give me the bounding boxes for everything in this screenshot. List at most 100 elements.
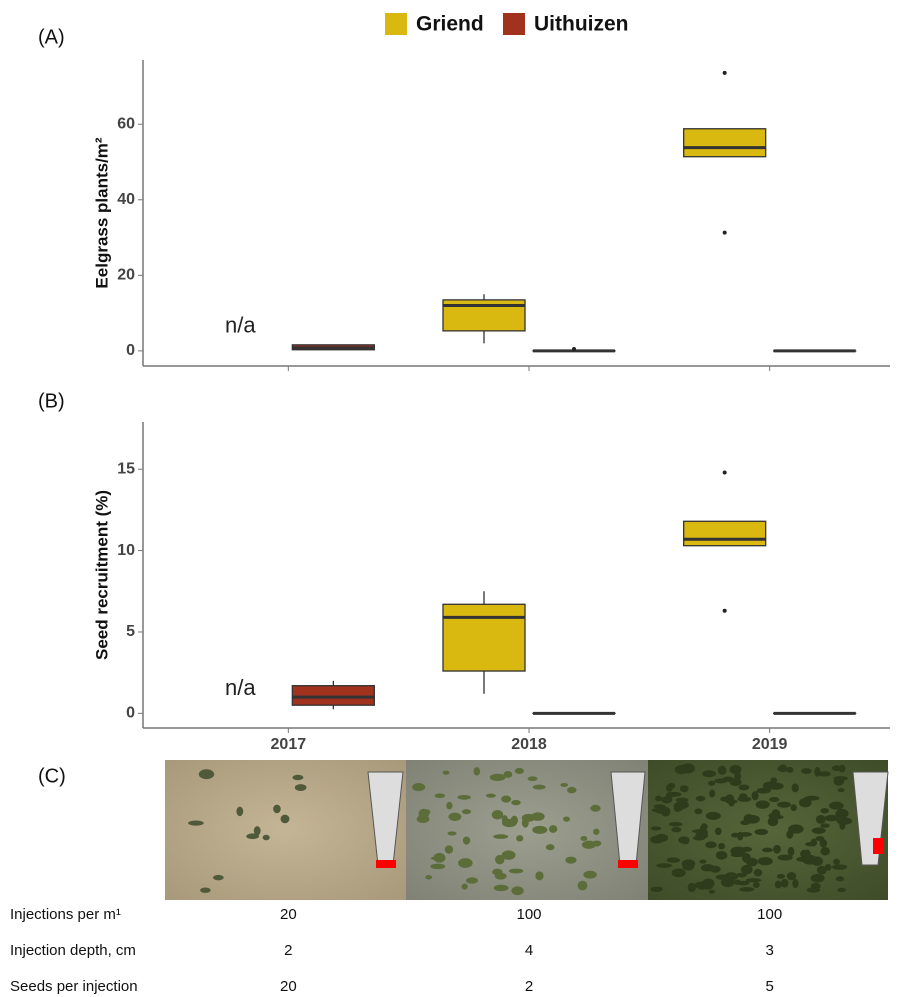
- plant: [444, 845, 454, 854]
- plant: [253, 826, 261, 836]
- legend-swatch: [503, 13, 525, 35]
- outlier: [722, 230, 727, 235]
- plant: [412, 783, 426, 792]
- plant: [425, 875, 433, 880]
- y-tick-label: 20: [117, 267, 135, 284]
- y-tick-label: 40: [117, 191, 135, 208]
- plant: [810, 838, 817, 847]
- plant: [816, 865, 827, 875]
- plant: [755, 800, 770, 809]
- cell: 3: [765, 942, 773, 959]
- plant: [676, 800, 689, 809]
- plant: [694, 808, 703, 815]
- plant: [516, 835, 524, 842]
- plant: [532, 784, 546, 790]
- plant: [200, 887, 211, 893]
- annotation: n/a: [225, 675, 256, 700]
- depth-marker: [376, 860, 396, 868]
- plant: [668, 822, 683, 827]
- plant: [700, 864, 715, 872]
- plant: [567, 786, 577, 794]
- plant: [792, 879, 799, 889]
- plant: [508, 868, 524, 874]
- outlier: [722, 70, 727, 75]
- plant: [489, 773, 506, 782]
- plant: [501, 850, 516, 860]
- x-tick-label: 2017: [271, 736, 307, 753]
- plant: [583, 870, 597, 879]
- plant: [433, 852, 446, 863]
- plant: [769, 797, 780, 803]
- plant: [738, 784, 750, 791]
- plant: [761, 847, 773, 853]
- plant: [740, 846, 753, 852]
- plant: [774, 880, 782, 889]
- plant: [458, 858, 473, 868]
- plant: [262, 834, 270, 841]
- plant: [699, 825, 707, 831]
- plant: [495, 854, 505, 865]
- plant: [709, 789, 716, 798]
- plant: [757, 857, 773, 866]
- plant: [294, 784, 307, 792]
- y-tick-label: 5: [126, 623, 135, 640]
- plant: [753, 868, 763, 877]
- legend-swatch: [385, 13, 407, 35]
- plant: [674, 764, 689, 775]
- plant: [466, 877, 479, 884]
- plant: [532, 825, 548, 834]
- cell: 4: [525, 942, 533, 959]
- plant: [810, 882, 821, 890]
- x-tick-label: 2018: [511, 736, 547, 753]
- plant: [485, 793, 496, 798]
- panel-label: (B): [38, 390, 65, 412]
- y-tick-label: 0: [126, 342, 135, 359]
- plant: [461, 809, 472, 815]
- plant: [820, 823, 830, 828]
- plant: [725, 799, 738, 804]
- plant: [527, 776, 538, 782]
- plant: [511, 799, 521, 806]
- plant: [695, 831, 709, 840]
- plant: [802, 854, 818, 865]
- plant: [545, 844, 555, 851]
- y-tick-label: 15: [117, 460, 135, 477]
- plant: [729, 764, 742, 774]
- plant: [734, 771, 742, 782]
- plant: [560, 782, 569, 787]
- plant: [592, 840, 602, 847]
- plant: [650, 886, 663, 893]
- outlier: [722, 608, 727, 613]
- plant: [580, 835, 588, 841]
- photo: [406, 760, 648, 900]
- plant: [535, 871, 544, 881]
- plant: [494, 872, 507, 880]
- plant: [833, 776, 845, 786]
- plant: [818, 771, 831, 777]
- plant: [754, 828, 769, 835]
- row-label: Seeds per injection: [10, 978, 138, 995]
- plant: [434, 793, 446, 799]
- plant: [430, 863, 446, 870]
- plant: [838, 764, 846, 773]
- plant: [718, 842, 726, 850]
- plant: [705, 811, 721, 820]
- plant: [514, 767, 524, 775]
- plant: [835, 808, 849, 819]
- plant: [745, 878, 762, 883]
- box: [683, 520, 767, 547]
- plant: [493, 834, 509, 839]
- plant: [442, 770, 450, 775]
- plant: [493, 884, 509, 892]
- plant: [665, 791, 674, 800]
- plant: [717, 765, 727, 775]
- photo: [648, 760, 888, 900]
- plant: [418, 808, 430, 819]
- cell: 20: [280, 906, 297, 923]
- plant: [563, 816, 570, 822]
- plant: [714, 778, 728, 784]
- plant: [730, 832, 740, 838]
- plant: [831, 864, 848, 870]
- plant: [212, 874, 224, 881]
- plant: [740, 864, 753, 875]
